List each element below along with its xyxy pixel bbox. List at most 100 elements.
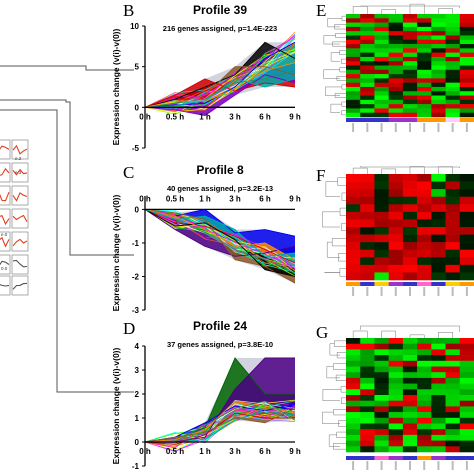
heatmap-column-color xyxy=(445,282,461,286)
heatmap-column-color xyxy=(445,456,461,460)
mini-profile-line xyxy=(0,215,10,226)
heatmap-column-color xyxy=(431,118,446,122)
heatmap-cell xyxy=(431,417,446,424)
heatmap-cell xyxy=(402,372,418,379)
heatmaps xyxy=(322,3,474,470)
gene-line xyxy=(144,410,296,443)
heatmap-cell xyxy=(388,383,404,390)
dendrogram-branch xyxy=(334,24,346,30)
heatmap-column-color xyxy=(388,282,404,286)
heatmap-cell xyxy=(459,412,474,419)
heatmap-cell xyxy=(402,61,418,66)
heatmap-cell xyxy=(388,249,404,258)
heatmap-cell xyxy=(459,446,474,453)
heatmap-cell xyxy=(360,446,375,453)
heatmap-cell xyxy=(402,272,418,281)
heatmap-cell xyxy=(459,65,474,71)
heatmap-cell xyxy=(388,112,404,118)
heatmap-cell xyxy=(388,52,404,58)
heatmap-cell xyxy=(346,104,361,109)
heatmap-cell xyxy=(431,406,446,413)
x-tick-label: 6 h xyxy=(259,112,271,121)
mini-profile-cell xyxy=(11,208,29,229)
heatmap-cell xyxy=(459,61,474,66)
heatmap-cell xyxy=(360,95,375,101)
heatmap-cell xyxy=(374,181,389,190)
dendrogram-branch xyxy=(336,75,346,81)
heatmap-cell xyxy=(346,82,361,88)
heatmap-cell xyxy=(360,74,375,79)
heatmap-cell xyxy=(346,377,361,384)
dendrogram-branch xyxy=(359,325,461,332)
series-line xyxy=(144,412,295,445)
heatmap-cell xyxy=(374,423,389,430)
heatmap-cell xyxy=(374,249,389,258)
heatmap-cell xyxy=(417,355,432,362)
connector-line-d xyxy=(0,109,134,393)
heatmap-cell xyxy=(360,211,375,220)
heatmap-cell xyxy=(402,91,418,96)
heatmap-cell xyxy=(346,400,361,407)
heatmap-cell xyxy=(417,423,432,430)
heatmap-cell xyxy=(445,383,461,390)
heatmap-cell xyxy=(445,99,461,105)
heatmap-cell xyxy=(431,377,446,384)
heatmap-cell xyxy=(388,417,404,424)
heatmap-cell xyxy=(402,95,418,101)
mini-profile-line xyxy=(0,260,10,266)
panel-letter-c: C xyxy=(123,163,134,182)
heatmap-cell xyxy=(459,227,474,235)
mini-profile-cell xyxy=(11,254,29,275)
heatmap-cell xyxy=(417,48,432,53)
gene-line xyxy=(144,407,296,448)
heatmap-cell xyxy=(445,39,461,45)
heatmap-cell xyxy=(445,31,461,36)
mini-profile-line xyxy=(12,282,28,290)
heatmap-cell xyxy=(417,372,432,379)
heatmap-column-label-mark xyxy=(409,123,411,132)
heatmap-cell xyxy=(346,196,361,205)
x-tick-label: 0.5 h xyxy=(166,194,184,203)
heatmap-cell xyxy=(346,446,361,453)
heatmap-cell xyxy=(360,44,375,49)
heatmap-cell xyxy=(431,112,446,118)
series-band xyxy=(145,42,295,108)
heatmap-cell xyxy=(374,31,389,36)
gene-line xyxy=(144,209,296,273)
heatmap-cell xyxy=(360,82,375,88)
y-tick-label: -1 xyxy=(132,462,140,471)
heatmap-cell xyxy=(374,227,389,235)
dendrogram-branch xyxy=(341,110,346,116)
series-band xyxy=(145,358,295,442)
overview-grid: e.2 e.3 e.0 0.0 xyxy=(0,139,29,296)
mini-profile-line xyxy=(0,167,10,176)
heatmap-cell xyxy=(402,18,418,23)
x-tick-label: 1 h xyxy=(199,447,211,456)
heatmap-cell xyxy=(402,26,418,32)
heatmap-cell xyxy=(374,446,389,453)
heatmap-cell xyxy=(445,95,461,101)
heatmap-cell xyxy=(374,91,389,96)
heatmap-column-label-mark xyxy=(451,461,454,470)
heatmap-cell xyxy=(459,242,474,251)
series-line xyxy=(144,407,296,443)
heatmap-cell xyxy=(346,65,361,71)
heatmap-column-label-mark xyxy=(366,123,369,132)
heatmap-cell xyxy=(431,343,446,350)
x-tick-label: 3 h xyxy=(229,447,241,456)
heatmap-cell xyxy=(374,95,389,101)
dendrogram-branch xyxy=(409,3,425,14)
heatmap-cell xyxy=(417,189,432,198)
heatmap-cell xyxy=(445,181,461,190)
heatmap-cell xyxy=(374,44,389,49)
heatmap-cell xyxy=(388,181,404,190)
heatmap-cell xyxy=(374,434,389,441)
mini-profile-frame xyxy=(0,139,11,160)
heatmap-cell xyxy=(402,249,418,258)
heatmap-cell xyxy=(346,360,361,367)
heatmap-cell xyxy=(360,249,375,258)
heatmap-cell xyxy=(346,189,361,198)
profile-title: Profile 24 xyxy=(193,319,247,333)
gene-line xyxy=(144,209,296,267)
heatmap-column-color xyxy=(459,118,474,122)
